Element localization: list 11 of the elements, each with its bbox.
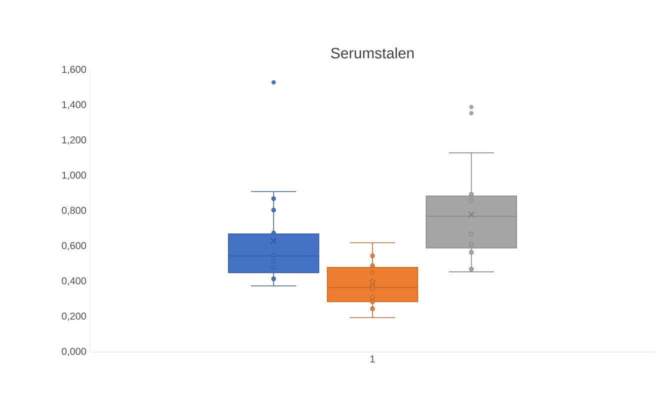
y-tick-label: 0,600 — [62, 242, 86, 250]
y-tick-label: 1,600 — [62, 66, 86, 74]
y-tick-label: 0,400 — [62, 277, 86, 286]
y-tick-label: 1,200 — [62, 136, 86, 145]
x-tick-label: 1 — [370, 356, 375, 362]
chart-title: Serumstalen — [331, 47, 414, 58]
y-tick-label: 1,400 — [62, 101, 86, 110]
y-tick-label: 0,000 — [62, 348, 86, 356]
y-tick-label: 1,000 — [62, 172, 86, 180]
y-tick-label: 0,200 — [62, 312, 86, 321]
y-tick-label: 0,800 — [62, 206, 86, 216]
